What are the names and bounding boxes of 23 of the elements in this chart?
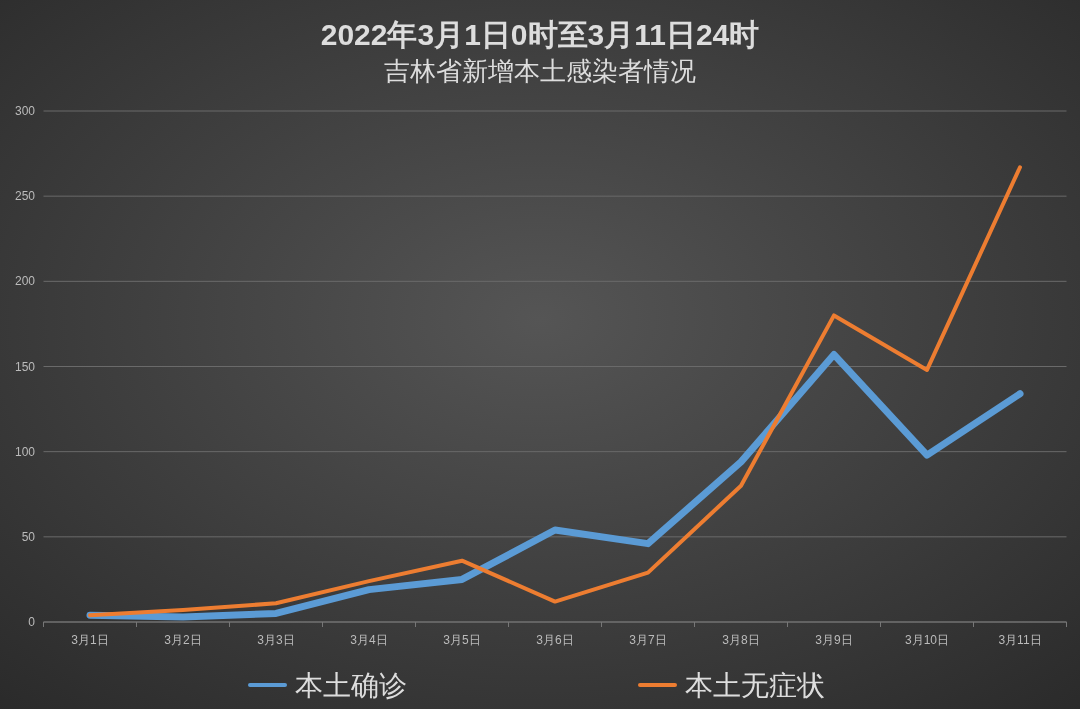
x-tick-label: 3月7日: [629, 633, 667, 647]
y-tick-label: 100: [14, 444, 36, 459]
y-tick-label: 50: [21, 529, 36, 544]
x-tick-label: 3月5日: [443, 633, 481, 647]
legend-label: 本土确诊: [295, 670, 407, 701]
chart-subtitle: 吉林省新增本土感染者情况: [384, 56, 696, 86]
y-tick-label: 0: [28, 615, 36, 629]
x-tick-label: 3月10日: [904, 633, 950, 647]
y-tick-label: 150: [14, 359, 36, 374]
x-tick-label: 3月9日: [815, 633, 853, 647]
x-tick-label: 3月11日: [998, 633, 1042, 647]
x-tick-label: 3月8日: [722, 633, 760, 647]
legend-label: 本土无症状: [685, 670, 825, 701]
x-tick-label: 3月2日: [164, 633, 202, 647]
x-tick-label: 3月4日: [350, 633, 388, 647]
line-series: [88, 165, 1022, 618]
y-tick-label: 200: [14, 274, 36, 289]
chart-title: 2022年3月1日0时至3月11日24时: [320, 18, 760, 51]
y-tick-label: 300: [14, 104, 36, 118]
x-tick-label: 3月6日: [536, 633, 574, 647]
y-tick-label: 250: [14, 189, 36, 204]
x-tick-label: 3月1日: [71, 633, 109, 647]
x-tick-label: 3月3日: [257, 633, 295, 647]
